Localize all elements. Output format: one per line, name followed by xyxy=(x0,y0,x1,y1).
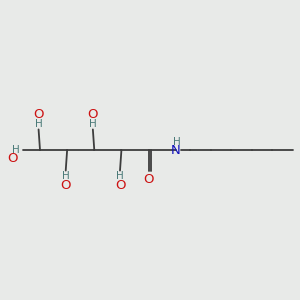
Text: O: O xyxy=(61,179,71,192)
Text: O: O xyxy=(115,179,125,192)
Text: O: O xyxy=(8,152,18,164)
Text: H: H xyxy=(12,145,20,155)
Text: N: N xyxy=(171,143,181,157)
Text: O: O xyxy=(88,108,98,121)
Text: O: O xyxy=(143,172,154,186)
Text: H: H xyxy=(89,119,97,129)
Text: H: H xyxy=(173,137,180,147)
Text: O: O xyxy=(33,108,44,121)
Text: H: H xyxy=(116,171,124,181)
Text: H: H xyxy=(35,119,42,129)
Text: H: H xyxy=(62,171,70,181)
